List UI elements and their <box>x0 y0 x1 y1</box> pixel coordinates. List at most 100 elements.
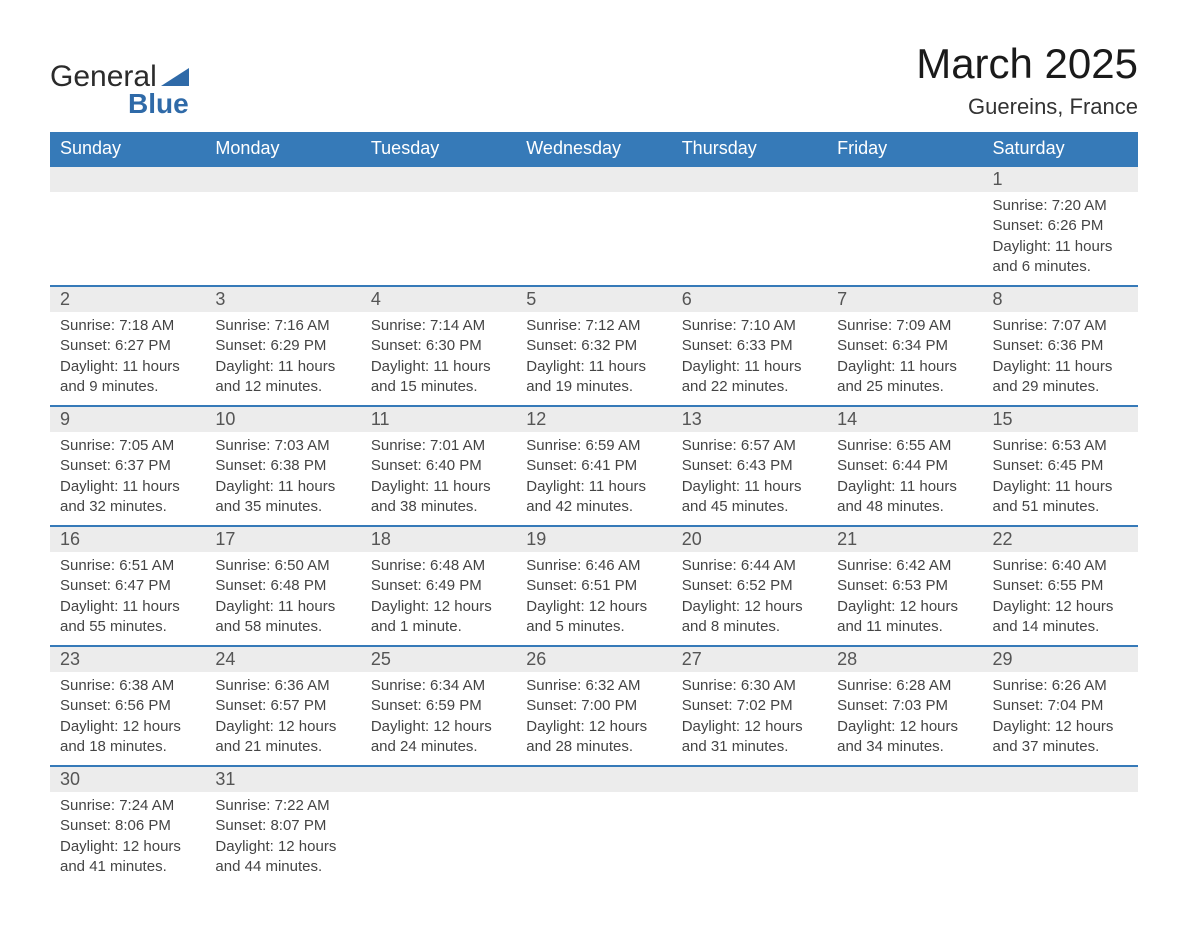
day-dl2: and 32 minutes. <box>60 497 195 517</box>
day-sunrise: Sunrise: 7:20 AM <box>993 196 1128 216</box>
day-text-cell: Sunrise: 6:53 AMSunset: 6:45 PMDaylight:… <box>983 432 1138 526</box>
day-sunrise: Sunrise: 6:36 AM <box>215 676 350 696</box>
day-dl2: and 41 minutes. <box>60 857 195 877</box>
day-number-cell: 16 <box>50 526 205 552</box>
day-number: 26 <box>516 647 671 672</box>
day-number: 22 <box>983 527 1138 552</box>
page-subtitle: Guereins, France <box>916 94 1138 120</box>
empty-day-number <box>361 767 516 792</box>
day-number-cell: 6 <box>672 286 827 312</box>
day-sunrise: Sunrise: 6:53 AM <box>993 436 1128 456</box>
day-dl1: Daylight: 12 hours <box>993 597 1128 617</box>
day-dl1: Daylight: 12 hours <box>526 717 661 737</box>
day-dl2: and 28 minutes. <box>526 737 661 757</box>
day-number-cell <box>983 766 1138 792</box>
empty-day-number <box>827 767 982 792</box>
day-text-cell <box>205 192 360 286</box>
empty-day-text <box>983 792 1138 824</box>
day-dl2: and 45 minutes. <box>682 497 817 517</box>
day-text-cell: Sunrise: 7:12 AMSunset: 6:32 PMDaylight:… <box>516 312 671 406</box>
day-sunset: Sunset: 6:36 PM <box>993 336 1128 356</box>
day-sunset: Sunset: 6:44 PM <box>837 456 972 476</box>
day-number-cell <box>672 166 827 192</box>
day-number-cell <box>516 766 671 792</box>
day-dl2: and 14 minutes. <box>993 617 1128 637</box>
day-number-cell: 4 <box>361 286 516 312</box>
weekday-header: Wednesday <box>516 132 671 166</box>
day-text-cell: Sunrise: 6:57 AMSunset: 6:43 PMDaylight:… <box>672 432 827 526</box>
day-dl1: Daylight: 12 hours <box>837 597 972 617</box>
title-block: March 2025 Guereins, France <box>916 40 1138 120</box>
day-dl1: Daylight: 11 hours <box>60 477 195 497</box>
day-text-cell: Sunrise: 6:42 AMSunset: 6:53 PMDaylight:… <box>827 552 982 646</box>
day-dl2: and 42 minutes. <box>526 497 661 517</box>
day-number-cell: 1 <box>983 166 1138 192</box>
day-sunset: Sunset: 6:32 PM <box>526 336 661 356</box>
day-sunrise: Sunrise: 7:10 AM <box>682 316 817 336</box>
empty-day-text <box>361 192 516 224</box>
weekday-header: Thursday <box>672 132 827 166</box>
day-sunrise: Sunrise: 7:09 AM <box>837 316 972 336</box>
calendar-table: SundayMondayTuesdayWednesdayThursdayFrid… <box>50 132 1138 885</box>
day-number: 18 <box>361 527 516 552</box>
weekday-header: Saturday <box>983 132 1138 166</box>
day-sunset: Sunset: 6:59 PM <box>371 696 506 716</box>
day-dl1: Daylight: 12 hours <box>60 717 195 737</box>
day-number-cell <box>205 166 360 192</box>
day-details: Sunrise: 6:40 AMSunset: 6:55 PMDaylight:… <box>983 552 1138 645</box>
weekday-row: SundayMondayTuesdayWednesdayThursdayFrid… <box>50 132 1138 166</box>
day-number-cell: 17 <box>205 526 360 552</box>
empty-day-text <box>672 192 827 224</box>
day-sunrise: Sunrise: 6:32 AM <box>526 676 661 696</box>
day-number-cell: 31 <box>205 766 360 792</box>
day-dl1: Daylight: 11 hours <box>682 477 817 497</box>
calendar-thead: SundayMondayTuesdayWednesdayThursdayFrid… <box>50 132 1138 166</box>
day-number: 13 <box>672 407 827 432</box>
day-details: Sunrise: 6:28 AMSunset: 7:03 PMDaylight:… <box>827 672 982 765</box>
day-sunrise: Sunrise: 6:59 AM <box>526 436 661 456</box>
day-text-cell: Sunrise: 6:51 AMSunset: 6:47 PMDaylight:… <box>50 552 205 646</box>
empty-day-text <box>516 192 671 224</box>
day-dl2: and 51 minutes. <box>993 497 1128 517</box>
day-number: 29 <box>983 647 1138 672</box>
day-text-cell: Sunrise: 6:26 AMSunset: 7:04 PMDaylight:… <box>983 672 1138 766</box>
day-number-cell: 22 <box>983 526 1138 552</box>
day-text-cell <box>361 792 516 885</box>
calendar-body: 1 Sunrise: 7:20 AMSunset: 6:26 PMDayligh… <box>50 166 1138 885</box>
empty-day-number <box>205 167 360 192</box>
day-sunrise: Sunrise: 7:07 AM <box>993 316 1128 336</box>
day-details: Sunrise: 7:07 AMSunset: 6:36 PMDaylight:… <box>983 312 1138 405</box>
day-sunset: Sunset: 6:45 PM <box>993 456 1128 476</box>
day-dl1: Daylight: 11 hours <box>993 477 1128 497</box>
day-number-cell: 13 <box>672 406 827 432</box>
day-number: 20 <box>672 527 827 552</box>
day-details: Sunrise: 6:59 AMSunset: 6:41 PMDaylight:… <box>516 432 671 525</box>
day-number: 25 <box>361 647 516 672</box>
day-details: Sunrise: 6:38 AMSunset: 6:56 PMDaylight:… <box>50 672 205 765</box>
day-details: Sunrise: 7:10 AMSunset: 6:33 PMDaylight:… <box>672 312 827 405</box>
day-sunset: Sunset: 7:03 PM <box>837 696 972 716</box>
day-details: Sunrise: 6:50 AMSunset: 6:48 PMDaylight:… <box>205 552 360 645</box>
day-number-cell: 30 <box>50 766 205 792</box>
day-number: 11 <box>361 407 516 432</box>
day-sunrise: Sunrise: 6:26 AM <box>993 676 1128 696</box>
day-text-cell <box>361 192 516 286</box>
day-details: Sunrise: 6:26 AMSunset: 7:04 PMDaylight:… <box>983 672 1138 765</box>
day-text-cell <box>672 792 827 885</box>
day-number-cell: 19 <box>516 526 671 552</box>
day-dl2: and 31 minutes. <box>682 737 817 757</box>
day-text-cell <box>50 192 205 286</box>
day-sunset: Sunset: 7:04 PM <box>993 696 1128 716</box>
day-sunrise: Sunrise: 6:44 AM <box>682 556 817 576</box>
page-title: March 2025 <box>916 40 1138 88</box>
day-text-cell: Sunrise: 6:44 AMSunset: 6:52 PMDaylight:… <box>672 552 827 646</box>
empty-day-text <box>827 192 982 224</box>
day-sunset: Sunset: 6:29 PM <box>215 336 350 356</box>
day-details: Sunrise: 7:03 AMSunset: 6:38 PMDaylight:… <box>205 432 360 525</box>
day-sunset: Sunset: 6:47 PM <box>60 576 195 596</box>
day-text-cell: Sunrise: 7:03 AMSunset: 6:38 PMDaylight:… <box>205 432 360 526</box>
day-number-cell <box>827 166 982 192</box>
empty-day-text <box>50 192 205 224</box>
day-number: 14 <box>827 407 982 432</box>
day-text-cell: Sunrise: 6:36 AMSunset: 6:57 PMDaylight:… <box>205 672 360 766</box>
